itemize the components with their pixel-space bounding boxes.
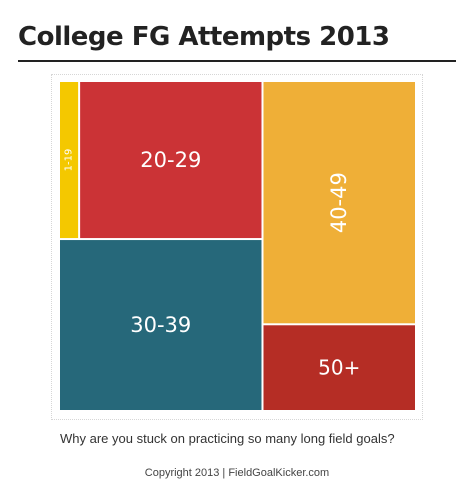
tile-label-30-39: 30-39: [130, 313, 191, 337]
tile-30-39: [60, 240, 262, 410]
tile-label-50-plus: 50+: [318, 356, 360, 380]
tile-1-19: [60, 82, 79, 239]
chart-caption: Why are you stuck on practicing so many …: [60, 431, 395, 446]
tile-label-40-49: 40-49: [327, 172, 351, 233]
tile-50-plus: [263, 325, 415, 410]
tile-40-49: [263, 82, 415, 324]
title-underline: [18, 60, 456, 62]
copyright-link[interactable]: Copyright 2013 | FieldGoalKicker.com: [144, 467, 330, 479]
tile-label-1-19: 1-19: [64, 149, 75, 172]
tile-label-20-29: 20-29: [140, 148, 201, 172]
tile-20-29: [80, 82, 262, 239]
chart-title: College FG Attempts 2013: [18, 22, 390, 52]
chart-frame: [51, 74, 423, 420]
